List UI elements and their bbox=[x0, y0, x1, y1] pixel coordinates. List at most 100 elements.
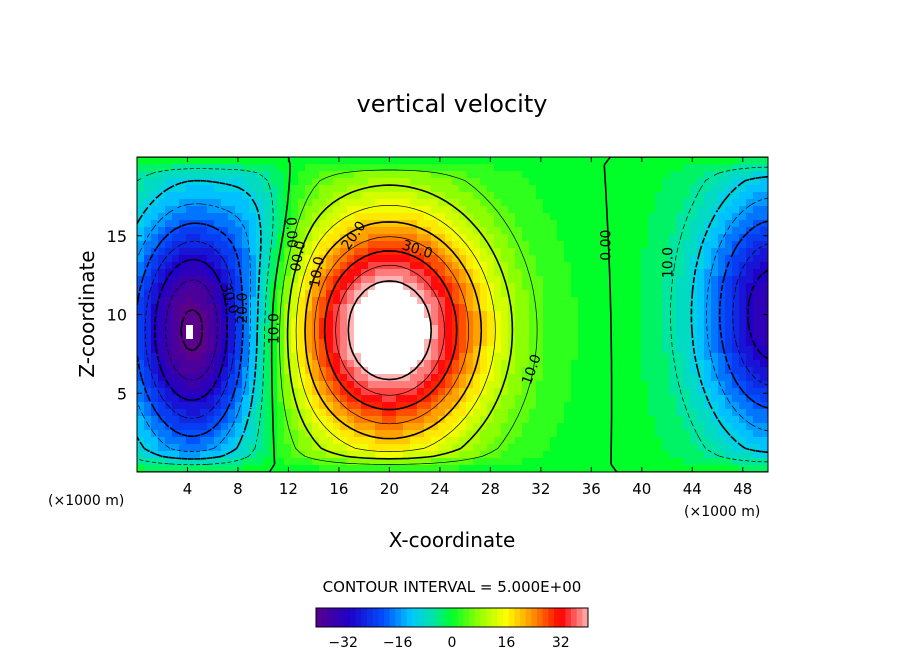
field-cell bbox=[459, 241, 467, 249]
field-cell bbox=[494, 234, 502, 242]
field-cell bbox=[403, 444, 411, 452]
field-cell bbox=[319, 199, 327, 207]
field-cell bbox=[375, 255, 383, 263]
field-cell bbox=[564, 430, 572, 438]
field-cell bbox=[207, 234, 215, 242]
field-cell bbox=[200, 388, 208, 396]
field-cell bbox=[739, 262, 747, 270]
field-cell bbox=[641, 241, 649, 249]
field-cell bbox=[354, 318, 362, 326]
field-cell bbox=[228, 318, 236, 326]
field-cell bbox=[256, 381, 264, 389]
field-cell bbox=[557, 157, 565, 165]
field-cell bbox=[578, 402, 586, 410]
field-cell bbox=[382, 311, 390, 319]
field-cell bbox=[410, 381, 418, 389]
field-cell bbox=[158, 388, 166, 396]
field-cell bbox=[319, 248, 327, 256]
field-cell bbox=[585, 423, 593, 431]
field-cell bbox=[557, 381, 565, 389]
field-cell bbox=[473, 325, 481, 333]
field-cell bbox=[725, 283, 733, 291]
field-cell bbox=[417, 423, 425, 431]
field-cell bbox=[711, 206, 719, 214]
field-cell bbox=[508, 451, 516, 459]
field-cell bbox=[690, 171, 698, 179]
field-cell bbox=[396, 192, 404, 200]
field-cell bbox=[277, 430, 285, 438]
field-cell bbox=[144, 185, 152, 193]
field-cell bbox=[214, 409, 222, 417]
field-cell bbox=[473, 353, 481, 361]
field-cell bbox=[445, 255, 453, 263]
field-cell bbox=[172, 367, 180, 375]
field-cell bbox=[648, 241, 656, 249]
field-cell bbox=[760, 332, 768, 340]
field-cell bbox=[137, 297, 145, 305]
field-cell bbox=[697, 367, 705, 375]
field-cell bbox=[389, 325, 397, 333]
field-cell bbox=[711, 220, 719, 228]
field-cell bbox=[606, 206, 614, 214]
field-cell bbox=[347, 185, 355, 193]
field-cell bbox=[326, 346, 334, 354]
field-cell bbox=[354, 332, 362, 340]
field-cell bbox=[151, 395, 159, 403]
field-cell bbox=[515, 297, 523, 305]
field-cell bbox=[620, 255, 628, 263]
field-cell bbox=[354, 220, 362, 228]
field-cell bbox=[445, 248, 453, 256]
field-cell bbox=[410, 199, 418, 207]
field-cell bbox=[564, 255, 572, 263]
field-cell bbox=[536, 458, 544, 466]
field-cell bbox=[578, 248, 586, 256]
field-cell bbox=[214, 353, 222, 361]
field-cell bbox=[340, 388, 348, 396]
field-cell bbox=[333, 283, 341, 291]
field-cell bbox=[305, 409, 313, 417]
field-cell bbox=[522, 213, 530, 221]
field-cell bbox=[193, 388, 201, 396]
field-cell bbox=[662, 360, 670, 368]
field-cell bbox=[375, 444, 383, 452]
field-cell bbox=[655, 346, 663, 354]
field-cell bbox=[669, 185, 677, 193]
field-cell bbox=[137, 416, 145, 424]
field-cell bbox=[508, 381, 516, 389]
field-cell bbox=[193, 430, 201, 438]
field-cell bbox=[228, 213, 236, 221]
field-cell bbox=[312, 297, 320, 305]
field-cell bbox=[494, 437, 502, 445]
field-cell bbox=[599, 171, 607, 179]
field-cell bbox=[711, 360, 719, 368]
field-cell bbox=[543, 276, 551, 284]
field-cell bbox=[536, 374, 544, 382]
field-cell bbox=[669, 402, 677, 410]
field-cell bbox=[599, 388, 607, 396]
field-cell bbox=[690, 248, 698, 256]
field-cell bbox=[312, 262, 320, 270]
field-cell bbox=[473, 409, 481, 417]
field-cell bbox=[571, 374, 579, 382]
field-cell bbox=[333, 171, 341, 179]
field-cell bbox=[501, 178, 509, 186]
field-cell bbox=[753, 178, 761, 186]
field-cell bbox=[550, 388, 558, 396]
field-cell bbox=[172, 318, 180, 326]
field-cell bbox=[697, 206, 705, 214]
field-cell bbox=[263, 255, 271, 263]
field-cell bbox=[389, 178, 397, 186]
field-cell bbox=[620, 430, 628, 438]
field-cell bbox=[655, 465, 663, 472]
field-cell bbox=[438, 395, 446, 403]
field-cell bbox=[746, 444, 754, 452]
field-cell bbox=[235, 416, 243, 424]
field-cell bbox=[368, 290, 376, 298]
field-cell bbox=[592, 157, 600, 165]
field-cell bbox=[375, 402, 383, 410]
field-cell bbox=[256, 423, 264, 431]
field-cell bbox=[186, 423, 194, 431]
field-cell bbox=[501, 234, 509, 242]
field-cell bbox=[186, 157, 194, 165]
field-cell bbox=[725, 157, 733, 165]
